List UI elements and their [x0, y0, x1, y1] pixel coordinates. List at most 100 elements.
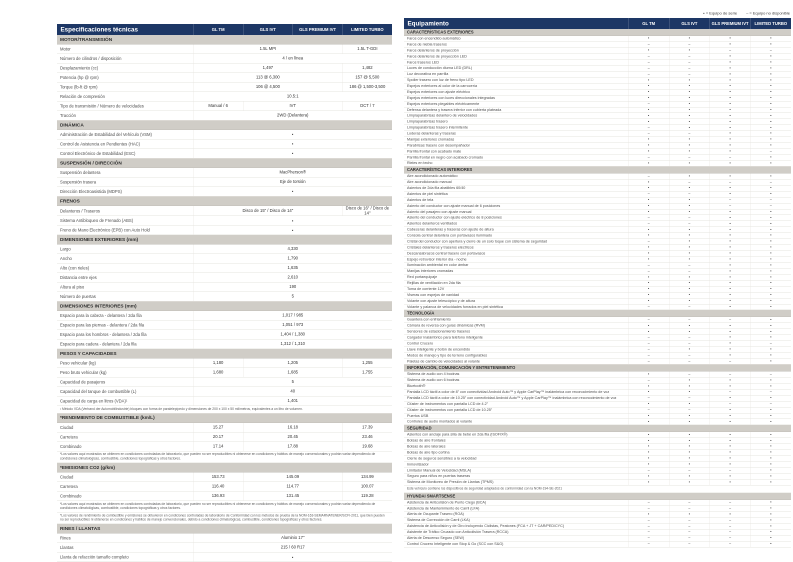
row-value: 1,312 / 1,310	[193, 339, 392, 349]
table-row: Largo 4,330	[57, 244, 392, 255]
feature-mark: ▪	[628, 511, 669, 518]
feature-mark: ▪	[628, 95, 669, 101]
feature-mark: ▪	[668, 83, 710, 89]
table-row: Capacidad de carga en litros (VDA)¹ 1,401	[57, 396, 392, 407]
footnote: *Los valores de rendimiento de combustib…	[57, 513, 392, 525]
feature-mark: –	[628, 377, 669, 384]
feature-mark: ▪	[709, 262, 750, 269]
row-label: Control Crucero Inteligente con Stop & G…	[407, 541, 504, 546]
feature-mark: ▪	[750, 529, 791, 535]
feature-mark: ▪	[750, 329, 791, 335]
feature-mark: –	[709, 529, 750, 535]
table-row: Cabeceras delanteras y traseras con ajus…	[404, 227, 791, 233]
table-row: Control de Asistencia en Pendientes (HAC…	[57, 139, 392, 149]
feature-mark: ▪	[668, 413, 710, 419]
row-label: Espejos exteriores con luces direccional…	[407, 95, 495, 100]
feature-mark: –	[709, 358, 750, 365]
feature-mark: –	[628, 221, 669, 227]
row-value: 15.27	[193, 422, 243, 432]
table-row: Sistema Antibloqueo de Frenado (ABS) ▪	[57, 216, 392, 226]
feature-mark: –	[709, 179, 750, 185]
feature-mark: –	[628, 346, 669, 353]
feature-mark: ▪	[668, 148, 710, 155]
row-label: Parrilla frontal en negro con acabado cr…	[407, 154, 484, 160]
feature-mark: –	[709, 197, 750, 203]
table-row: Toma de corriente 12V ▪ ▪ ▪ ▪	[404, 286, 791, 293]
feature-mark: ▪	[750, 505, 791, 512]
feature-mark: ▪	[709, 274, 750, 280]
table-row: Sistema de Corrección de Carril (LKA) – – –…	[404, 517, 791, 524]
row-value: Aluminio 17"	[193, 533, 392, 543]
row-label: Control de Asistencia en Pendientes (HAC…	[60, 141, 141, 147]
legend-standard: ▪ = Equipo de serie	[703, 11, 738, 16]
table-row: Motor 1.5L MPI 1.5L T-GDI	[57, 44, 392, 54]
row-label: Administración de Estabilidad del Vehícu…	[60, 131, 152, 137]
feature-mark: ▪	[628, 401, 669, 407]
feature-mark: ▪	[709, 304, 750, 310]
row-label: Pantalla LCD táctil a color de 10.25" co…	[407, 395, 617, 400]
table-row: Faros delanteros de proyección LED – – ▪ ▪	[404, 53, 791, 60]
feature-mark: –	[668, 340, 710, 347]
table-row: Limitador Manual de Velocidad (MSLA) – – – ▪	[404, 467, 791, 474]
feature-mark: ▪	[750, 395, 791, 401]
row-label: Asistente de Tráfico Cruzado con Anticol…	[407, 529, 509, 535]
feature-mark: –	[628, 335, 669, 341]
feature-mark: ▪	[709, 407, 750, 413]
feature-mark: ▪	[750, 136, 791, 143]
table-row: Controles de audio montados al volante ▪ ▪…	[404, 419, 791, 426]
row-label: Manijas interiores cromadas	[407, 268, 454, 274]
feature-mark: ▪	[709, 473, 750, 480]
feature-mark: –	[709, 154, 750, 161]
feature-mark: ▪	[750, 335, 791, 341]
feature-mark: –	[709, 203, 750, 209]
feature-mark: ▪	[750, 101, 791, 107]
table-row: Carretera 20.17 20.45 23.46	[57, 432, 392, 442]
row-label: Bolsas de aire frontales	[407, 438, 446, 443]
row-value: Eje de torsión	[193, 177, 392, 187]
feature-mark: ▪	[709, 377, 750, 384]
feature-mark: ▪	[193, 552, 392, 562]
feature-mark: ▪	[750, 250, 791, 257]
table-row: Volante y palanca de velocidades forrado…	[404, 304, 791, 311]
feature-mark: ▪	[709, 340, 750, 347]
table-row: Distancia entre ejes 2,610	[57, 273, 392, 283]
row-value: 145.09	[242, 472, 342, 482]
feature-mark: –	[628, 529, 669, 535]
feature-mark: –	[668, 53, 710, 60]
table-row: Dirección Electroasistida (MDPS) ▪	[57, 187, 392, 197]
feature-mark: ▪	[750, 221, 791, 227]
table-row: Parabrisas trasero con desempañador ▪ ▪ ▪ ▪	[404, 142, 791, 149]
row-value: Disco de 16" / Disco de 14"	[342, 206, 392, 216]
feature-mark: –	[668, 407, 710, 413]
feature-mark: ▪	[709, 268, 750, 275]
feature-mark: ▪	[628, 292, 669, 298]
row-label: Dirección Electroasistida (MDPS)	[60, 188, 122, 194]
feature-mark: –	[628, 238, 669, 245]
feature-mark: –	[668, 535, 710, 541]
table-row: Limpiaparabrisas trasero ▪ ▪ ▪ ▪	[404, 119, 791, 126]
table-row: Paletas de cambio de velocidades al vola…	[404, 358, 791, 365]
section-header: PESOS Y CAPACIDADES	[57, 349, 392, 359]
feature-mark: ▪	[193, 187, 392, 196]
feature-mark: ▪	[709, 461, 750, 468]
row-value: 113 @ 6,300	[193, 73, 342, 82]
table-row: Sensores de estacionamiento traseros ▪ ▪ ▪ ▪	[404, 329, 791, 335]
row-label: Bolsas de aire tipo cortina	[407, 449, 450, 455]
feature-mark: ▪	[709, 280, 750, 286]
feature-mark: ▪	[709, 449, 750, 456]
table-row: Cargador inalámbrico para teléfono intel…	[404, 335, 791, 341]
table-row: Asientos de tela ▪ ▪ – –	[404, 197, 791, 204]
table-row: Cámara de reversa con guías dinámicas (R…	[404, 323, 791, 330]
row-label: Cabeceras delanteras y traseras con ajus…	[407, 227, 494, 232]
row-label: Cargador inalámbrico para teléfono intel…	[407, 335, 483, 340]
feature-mark: ▪	[709, 352, 750, 359]
feature-mark: –	[668, 65, 710, 72]
row-value: 119.28	[342, 491, 392, 501]
feature-mark: ▪	[628, 83, 669, 89]
row-label: Largo	[60, 246, 71, 252]
feature-mark: ▪	[750, 53, 791, 60]
table-row: Relación de compresión 10.5:1	[57, 92, 392, 102]
feature-mark: ▪	[668, 197, 710, 203]
row-label: Alto (con rieles)	[60, 265, 90, 271]
feature-mark: ▪	[709, 142, 750, 149]
